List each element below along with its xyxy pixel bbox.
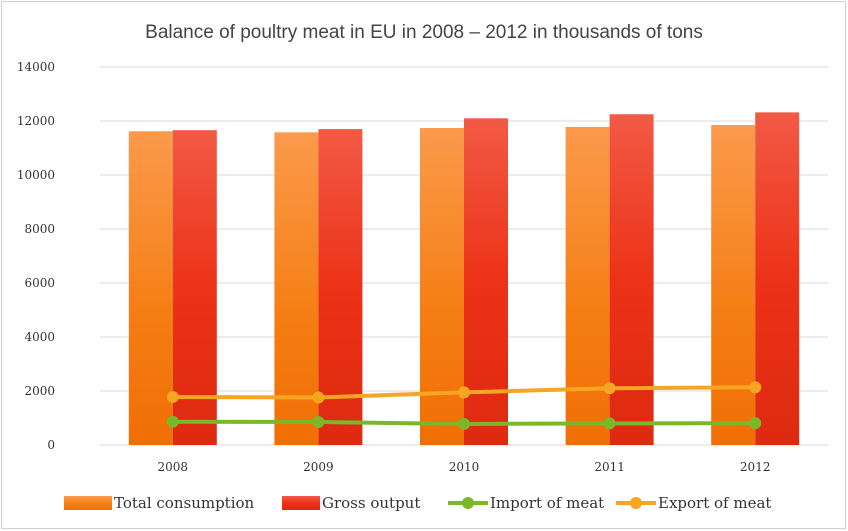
- bar-gross-output: [464, 118, 508, 446]
- bar-gross-output: [609, 114, 654, 445]
- x-tick-label: 2012: [740, 460, 771, 474]
- bar-total-consumption: [565, 126, 610, 445]
- y-tick-label: 12000: [17, 114, 55, 128]
- legend-label-import-of-meat: Import of meat: [490, 494, 604, 512]
- point-import-of-meat: [749, 417, 762, 430]
- y-tick-label: 4000: [24, 330, 55, 344]
- y-tick-label: 8000: [24, 222, 55, 236]
- bar-total-consumption: [274, 132, 319, 445]
- point-import-of-meat: [312, 416, 325, 429]
- bar-gross-output: [318, 129, 363, 445]
- x-tick-label: 2009: [303, 460, 334, 474]
- legend-marker-export-of-meat: [630, 497, 642, 509]
- y-tick-label: 0: [47, 438, 55, 452]
- y-tick-label: 14000: [17, 60, 55, 74]
- legend-swatch-gross-output: [282, 496, 320, 510]
- y-tick-label: 6000: [24, 276, 55, 290]
- x-tick-label: 2008: [158, 460, 189, 474]
- bar-total-consumption: [420, 128, 464, 445]
- point-import-of-meat: [603, 417, 616, 430]
- point-import-of-meat: [458, 417, 470, 430]
- point-export-of-meat: [166, 390, 179, 403]
- point-export-of-meat: [458, 386, 470, 399]
- y-axis-ticks: 0 2000 4000 6000 8000 10000 12000 14000: [17, 60, 55, 452]
- point-import-of-meat: [166, 415, 179, 428]
- legend-label-total-consumption: Total consumption: [114, 494, 255, 512]
- bar-gross-output: [755, 112, 800, 446]
- point-export-of-meat: [312, 391, 325, 404]
- x-tick-label: 2011: [594, 460, 625, 474]
- legend-label-gross-output: Gross output: [322, 494, 420, 512]
- bar-total-consumption: [711, 125, 756, 446]
- point-export-of-meat: [603, 382, 616, 395]
- x-axis-ticks: 2008 2009 2010 2011 2012: [158, 460, 771, 474]
- legend: Total consumption Gross output Import of m…: [64, 494, 771, 512]
- y-tick-label: 10000: [17, 168, 55, 182]
- legend-swatch-total-consumption: [64, 496, 112, 510]
- legend-label-export-of-meat: Export of meat: [658, 494, 771, 512]
- bar-total-consumption: [128, 131, 173, 445]
- y-tick-label: 2000: [24, 384, 55, 398]
- bar-gross-output: [172, 130, 217, 445]
- point-export-of-meat: [749, 381, 762, 394]
- chart-title: Balance of poultry meat in EU in 2008 – …: [145, 22, 703, 43]
- lines: [166, 381, 762, 430]
- legend-marker-import-of-meat: [462, 497, 474, 509]
- bars: [128, 112, 800, 446]
- x-tick-label: 2010: [449, 460, 480, 474]
